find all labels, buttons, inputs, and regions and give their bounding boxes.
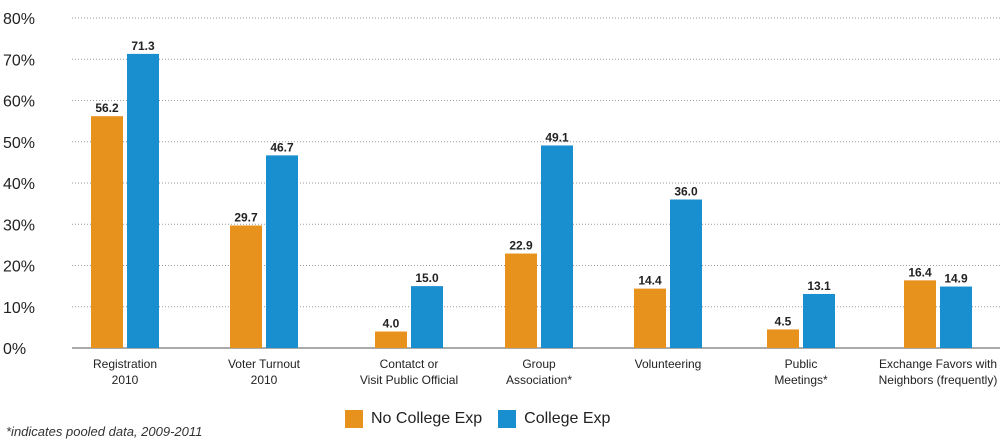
y-tick-label: 80% <box>3 11 35 28</box>
bar-college <box>940 286 972 348</box>
y-tick-label: 40% <box>3 176 35 193</box>
y-tick-label: 20% <box>3 259 35 276</box>
data-label: 13.1 <box>807 279 831 293</box>
legend-item-college: College Exp <box>498 410 610 428</box>
data-label: 71.3 <box>131 39 155 53</box>
legend-label-no-college: No College Exp <box>371 410 483 427</box>
bar-college <box>541 145 573 348</box>
y-tick-label: 60% <box>3 94 35 111</box>
category-label: Exchange Favors with <box>879 357 997 371</box>
data-label: 56.2 <box>95 101 119 115</box>
bar-no-college <box>375 331 407 348</box>
legend: No College Exp College Exp <box>345 410 626 428</box>
bar-college <box>803 293 835 348</box>
category-label: Registration <box>93 357 157 371</box>
bar-no-college <box>230 225 262 348</box>
category-label: Group <box>522 357 556 371</box>
data-label: 4.5 <box>775 314 792 328</box>
y-tick-label: 50% <box>3 135 35 152</box>
bar-no-college <box>634 288 666 348</box>
legend-swatch-college <box>498 410 517 428</box>
bar-no-college <box>505 253 537 348</box>
data-label: 22.9 <box>509 239 533 253</box>
data-label: 16.4 <box>908 265 932 279</box>
category-label: 2010 <box>251 373 278 387</box>
data-label: 15.0 <box>415 271 439 285</box>
category-label: Voter Turnout <box>228 357 301 371</box>
bar-no-college <box>91 116 123 348</box>
data-label: 14.9 <box>944 272 968 286</box>
bar-no-college <box>767 329 799 348</box>
category-label: Neighbors (frequently) <box>879 373 998 387</box>
category-label: Association* <box>506 373 572 387</box>
footnote: *indicates pooled data, 2009-2011 <box>6 424 203 439</box>
y-tick-label: 30% <box>3 217 35 234</box>
data-label: 49.1 <box>545 130 569 144</box>
category-label: Contatct or <box>380 357 439 371</box>
data-label: 46.7 <box>270 140 294 154</box>
category-label: Public <box>785 357 818 371</box>
category-label: Volunteering <box>635 357 702 371</box>
bar-chart: 0% 10% 20% 30% 40% 50% 60% 70% 80% 56.2 71.3 Regist… <box>3 11 1000 387</box>
bar-college <box>670 199 702 348</box>
legend-item-no-college: No College Exp <box>345 410 482 428</box>
legend-label-college: College Exp <box>524 410 611 427</box>
category-label: Visit Public Official <box>360 373 458 387</box>
bar-college <box>411 286 443 348</box>
bar-college <box>127 53 159 348</box>
y-tick-label: 10% <box>3 300 35 317</box>
y-tick-label: 0% <box>3 341 26 358</box>
bar-college <box>266 155 298 348</box>
data-label: 29.7 <box>234 210 258 224</box>
y-tick-label: 70% <box>3 52 35 69</box>
bar-no-college <box>904 280 936 348</box>
category-label: Meetings* <box>774 373 828 387</box>
legend-swatch-no-college <box>345 410 363 428</box>
data-label: 4.0 <box>383 317 400 331</box>
data-label: 36.0 <box>674 185 698 199</box>
category-label: 2010 <box>112 373 139 387</box>
data-label: 14.4 <box>638 274 662 288</box>
